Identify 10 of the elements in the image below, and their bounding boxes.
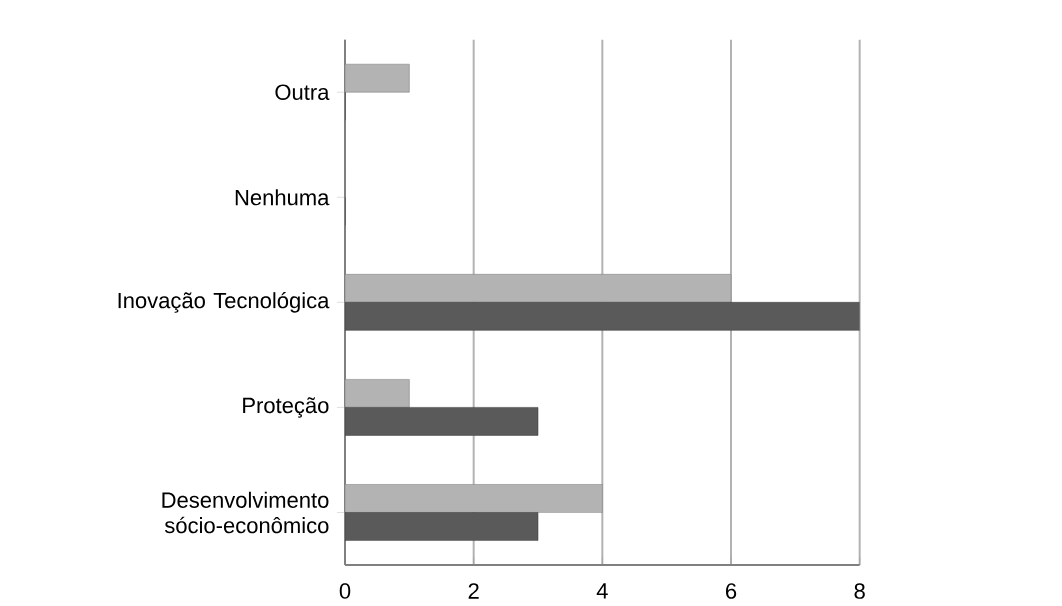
x-tick-label: 0 [339,583,351,599]
x-tick-label: 4 [596,583,608,599]
x-tick-label: 6 [726,583,737,599]
y-tick-label: Desenvolvimento sócio-econômico [162,491,329,534]
x-tick-label: 8 [854,583,865,599]
y-tick-label: Inovação Tecnológica [118,291,330,313]
y-tick-label: Nenhuma [235,189,330,206]
x-tick-label: 2 [468,583,479,599]
y-tick-label: Outra [275,84,330,100]
y-tick-label: Proteção [243,397,329,418]
